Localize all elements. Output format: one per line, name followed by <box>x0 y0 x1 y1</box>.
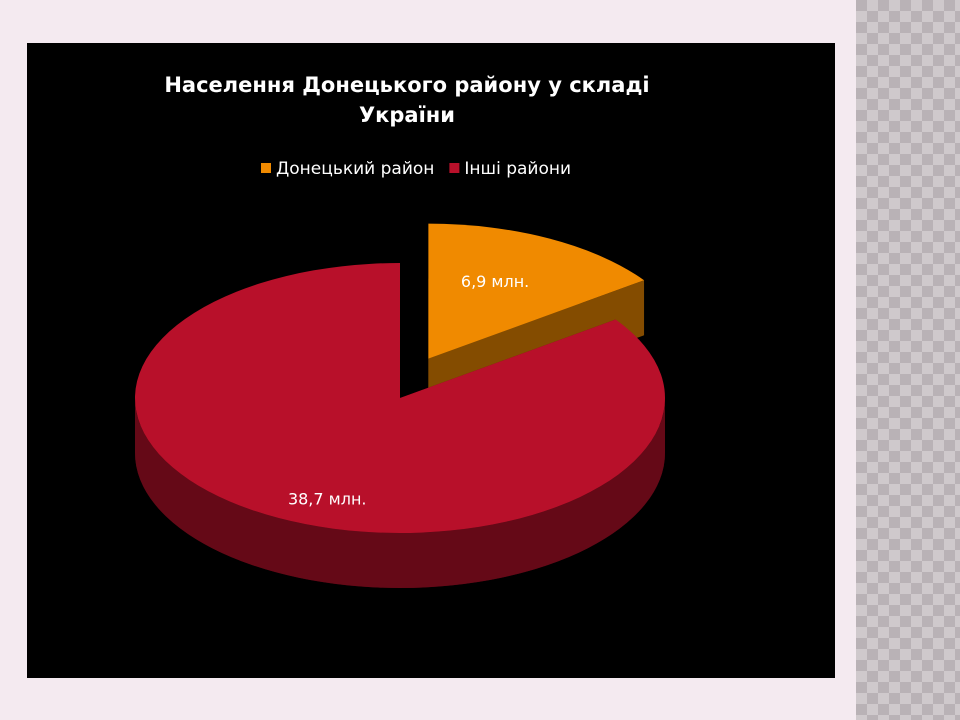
slice-side <box>135 398 665 588</box>
data-label: 6,9 млн. <box>461 272 529 291</box>
slice <box>135 263 666 533</box>
legend-swatch <box>449 163 460 173</box>
decorative-strip <box>856 0 960 720</box>
legend: Донецький район Інші райони <box>261 159 571 179</box>
legend-label: Донецький район <box>276 159 434 179</box>
data-labels: 6,9 млн. 38,7 млн. <box>288 272 529 508</box>
data-label: 38,7 млн. <box>288 490 367 509</box>
slice <box>428 223 645 359</box>
legend-swatch <box>261 163 271 173</box>
legend-label: Інші райони <box>464 159 571 179</box>
pie <box>135 223 666 588</box>
chart-title-group: Населення Донецького району у складі Укра… <box>164 73 649 127</box>
chart-title: Населення Донецького району у складі Укра… <box>164 73 649 127</box>
